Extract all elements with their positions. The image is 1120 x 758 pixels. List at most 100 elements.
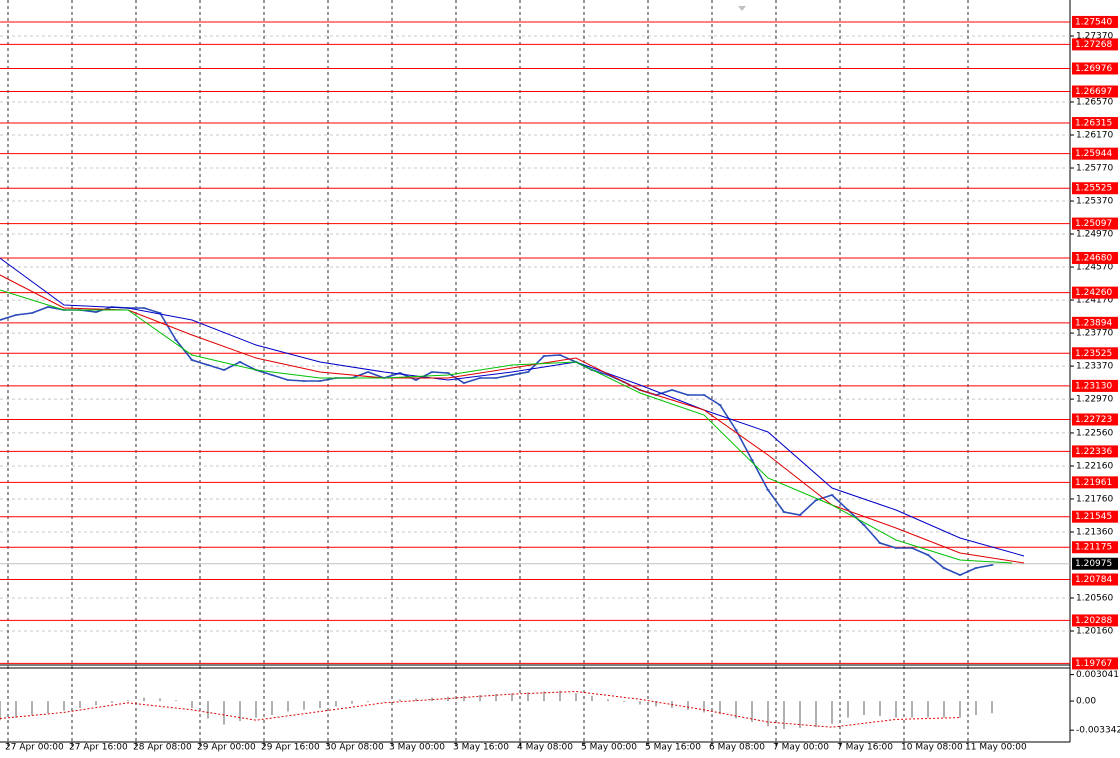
histogram-bar (367, 701, 369, 702)
scroll-marker (738, 6, 746, 11)
level-label: 1.23894 (1075, 318, 1112, 328)
histogram-bar (415, 698, 417, 702)
histogram-bar (783, 701, 785, 729)
y-tick-label: 1.25370 (1076, 197, 1113, 207)
level-label-box (1072, 117, 1118, 130)
level-label: 1.25525 (1075, 184, 1112, 194)
y-tick-label: 0.00 (1076, 697, 1096, 707)
histogram-bar (159, 698, 161, 702)
histogram-bar (47, 701, 49, 714)
histogram-bar (655, 701, 657, 707)
y-tick-label: 1.20560 (1076, 593, 1113, 603)
level-label-box (1072, 510, 1118, 523)
level-label-box (1072, 541, 1118, 554)
histogram-bar (431, 697, 433, 702)
histogram-bar (479, 694, 481, 702)
x-tick-label: 11 May 00:00 (965, 743, 1027, 753)
histogram-bar (15, 701, 17, 718)
last-price-box (1072, 557, 1118, 570)
histogram-bar (607, 699, 609, 702)
y-tick-label: 1.27370 (1076, 31, 1113, 41)
level-label-box (1072, 413, 1118, 426)
level-label-box (1072, 251, 1118, 264)
level-label-box (1072, 445, 1118, 458)
x-tick-label: 30 Apr 08:00 (325, 743, 384, 753)
level-label-box (1072, 316, 1118, 329)
moving-average (0, 257, 1025, 557)
level-label: 1.26315 (1075, 119, 1112, 129)
histogram-bar (959, 701, 961, 718)
level-label-box (1072, 147, 1118, 160)
histogram-bar (175, 700, 177, 702)
level-label-box (1072, 62, 1118, 75)
y-tick-label: 1.22970 (1076, 395, 1113, 405)
level-label: 1.26697 (1075, 87, 1112, 97)
level-label: 1.21545 (1075, 512, 1112, 522)
x-tick-label: 3 May 16:00 (453, 743, 509, 753)
histogram-bar (287, 701, 289, 712)
y-tick-label: 1.23770 (1076, 329, 1113, 339)
moving-average (0, 274, 1025, 564)
y-tick-label: 0.003041 (1076, 670, 1119, 680)
histogram-bar (687, 701, 689, 710)
histogram-bar (527, 692, 529, 702)
level-label: 1.27540 (1075, 17, 1112, 27)
histogram-bar (991, 701, 993, 714)
histogram-bar (975, 701, 977, 716)
level-label: 1.23130 (1075, 381, 1112, 391)
y-tick-label: -0.003342 (1076, 726, 1120, 736)
histogram-bar (847, 701, 849, 718)
last-price-label: 1.20975 (1075, 559, 1112, 569)
histogram-bar (207, 701, 209, 719)
histogram-bar (831, 701, 833, 724)
level-label-box (1072, 85, 1118, 98)
histogram-bar (111, 701, 113, 703)
x-tick-label: 29 Apr 16:00 (261, 743, 320, 753)
y-tick-label: 1.26170 (1076, 131, 1113, 141)
x-tick-label: 27 Apr 00:00 (5, 743, 64, 753)
histogram-bar (319, 701, 321, 709)
x-tick-label: 7 May 00:00 (773, 743, 829, 753)
moving-average (0, 289, 1013, 564)
histogram-bar (335, 701, 337, 707)
histogram-bar (143, 697, 145, 702)
y-tick-label: 1.24570 (1076, 263, 1113, 273)
histogram-bar (31, 701, 33, 716)
level-label-box (1072, 379, 1118, 392)
level-label: 1.20288 (1075, 616, 1112, 626)
histogram-bar (447, 696, 449, 702)
level-label: 1.26976 (1075, 64, 1112, 74)
y-tick-label: 1.20160 (1076, 626, 1113, 636)
level-label-box (1072, 476, 1118, 489)
histogram-bar (191, 701, 193, 709)
y-tick-label: 1.26570 (1076, 98, 1113, 108)
histogram-bar (895, 701, 897, 718)
y-tick-label: 1.22160 (1076, 461, 1113, 471)
histogram-bar (463, 695, 465, 702)
level-label: 1.24260 (1075, 288, 1112, 298)
x-tick-label: 6 May 08:00 (709, 743, 765, 753)
y-tick-label: 1.25770 (1076, 164, 1113, 174)
histogram-bar (799, 701, 801, 729)
histogram-bar (943, 701, 945, 718)
y-tick-label: 1.23370 (1076, 362, 1113, 372)
histogram-bar (255, 701, 257, 718)
x-tick-label: 5 May 00:00 (581, 743, 637, 753)
histogram-bar (863, 701, 865, 716)
histogram-bar (79, 701, 81, 709)
histogram-bar (223, 701, 225, 725)
histogram-bar (0, 701, 1, 721)
level-label-box (1072, 614, 1118, 627)
level-label-box (1072, 286, 1118, 299)
level-label: 1.20784 (1075, 575, 1112, 585)
x-tick-label: 5 May 16:00 (645, 743, 701, 753)
x-tick-label: 4 May 08:00 (517, 743, 573, 753)
level-label-box (1072, 38, 1118, 51)
histogram-bar (399, 699, 401, 702)
histogram-bar (127, 700, 129, 702)
level-label: 1.22723 (1075, 415, 1112, 425)
x-tick-label: 29 Apr 00:00 (197, 743, 256, 753)
y-tick-label: 1.22560 (1076, 428, 1113, 438)
histogram-bar (559, 690, 561, 702)
